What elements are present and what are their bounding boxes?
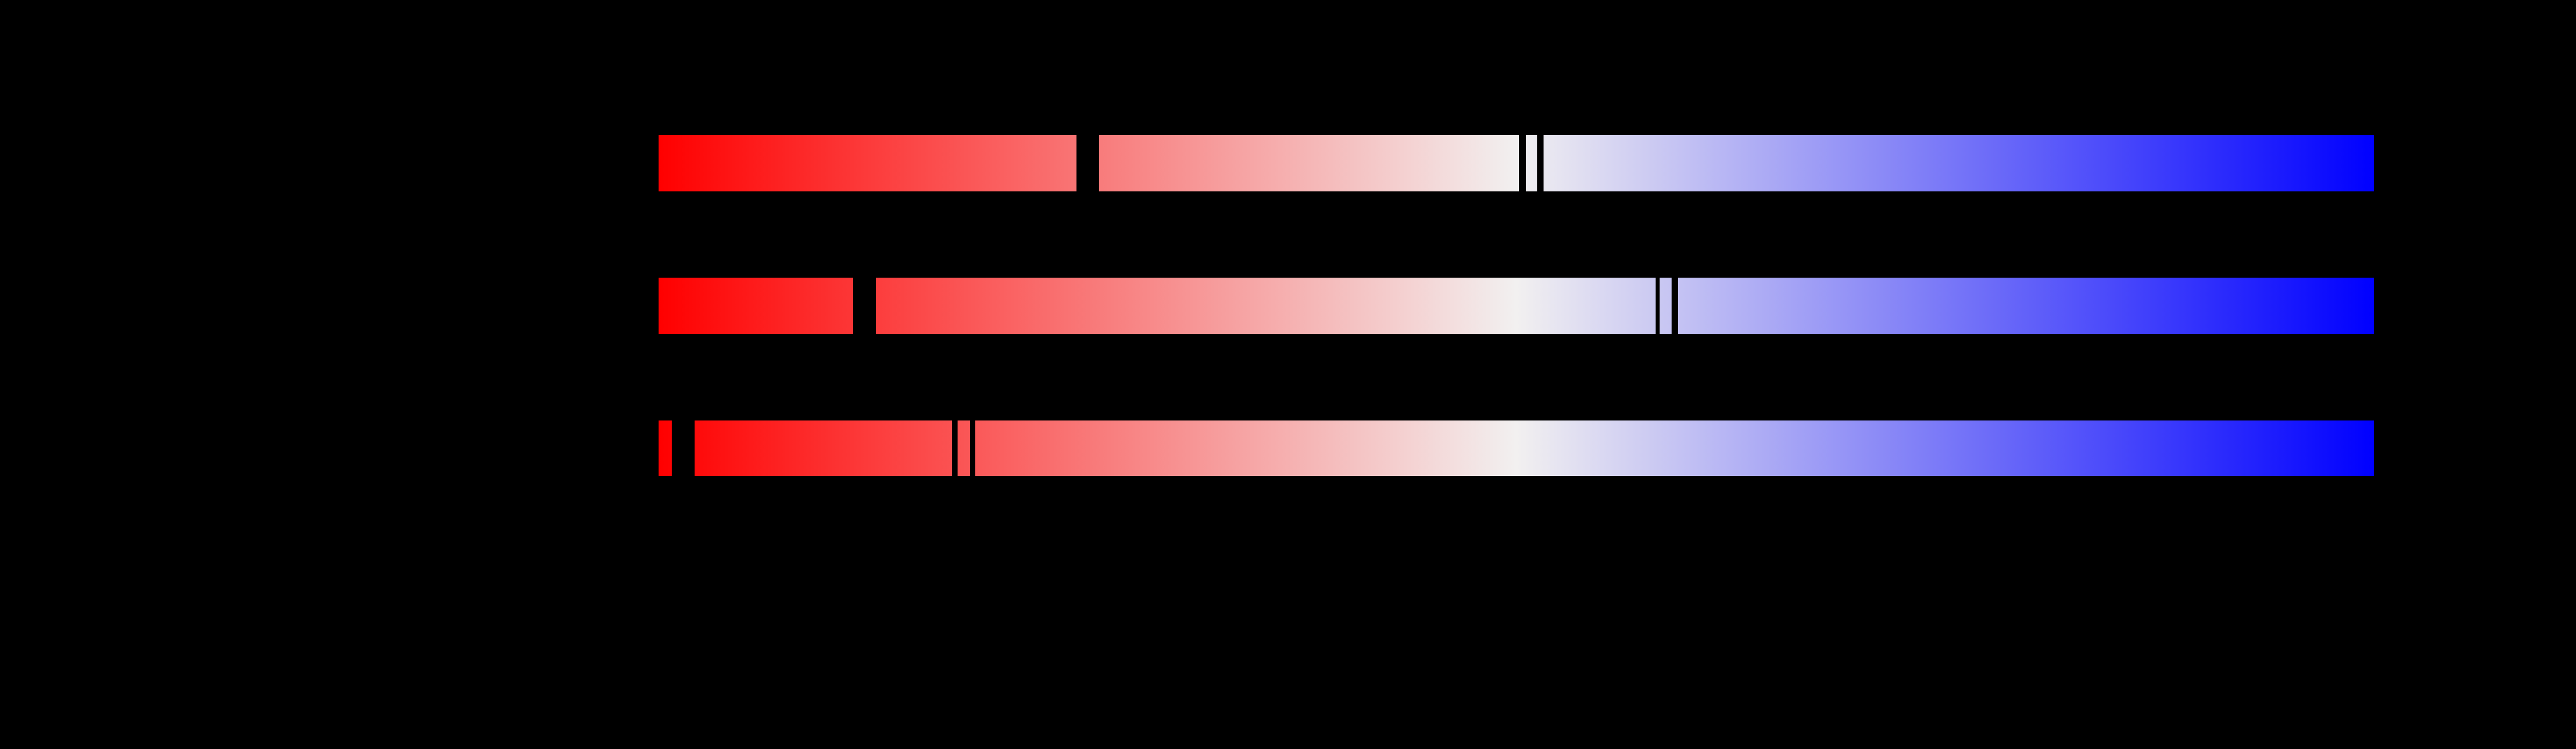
colorbar-segment-r3-s4 bbox=[975, 420, 2374, 476]
colorbar-segment-r1-s3 bbox=[1526, 135, 1538, 191]
colorbar-row-3 bbox=[659, 420, 2374, 476]
colorbar-segment-r3-s2 bbox=[695, 420, 952, 476]
colorbar-segment-r1-s2 bbox=[1099, 135, 1519, 191]
colorbar-row-2 bbox=[659, 278, 2374, 334]
colorbar-segment-r2-s1 bbox=[659, 278, 853, 334]
colorbar-segment-r2-s3 bbox=[1660, 278, 1672, 334]
colorbar-segment-r1-s4 bbox=[1543, 135, 2374, 191]
colorbar-segment-r2-s2 bbox=[875, 278, 1656, 334]
colorbar-segment-r3-s3 bbox=[958, 420, 970, 476]
colorbar-segment-r3-s1 bbox=[659, 420, 672, 476]
colorbar-row-1 bbox=[659, 135, 2374, 191]
colorbar-segment-r1-s1 bbox=[659, 135, 1077, 191]
colorbar-segment-r2-s4 bbox=[1677, 278, 2374, 334]
